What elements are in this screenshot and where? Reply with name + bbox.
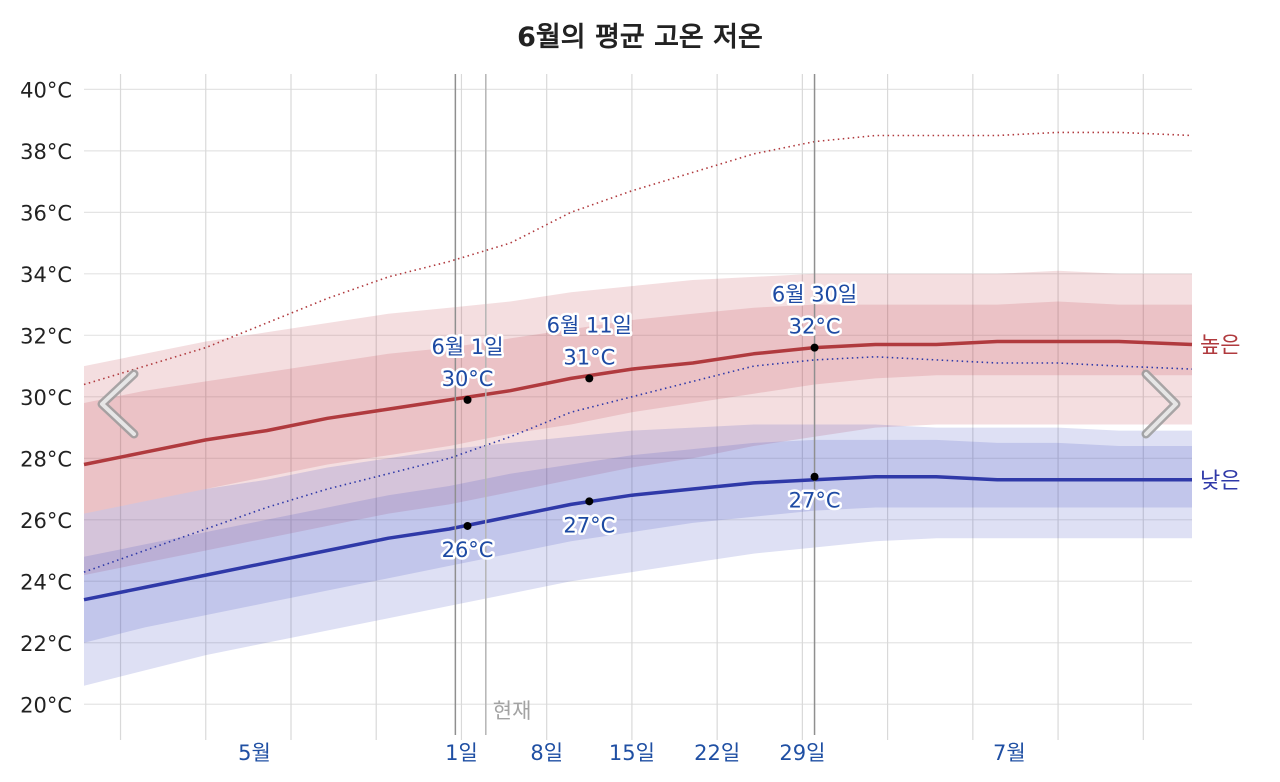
grid	[84, 74, 1192, 740]
mean-line	[83, 339, 1193, 467]
x-tick-label: 15일	[609, 741, 655, 765]
next-button[interactable]	[1141, 369, 1181, 439]
annotation-point	[585, 374, 594, 383]
annotation-date: 6월 30일	[772, 283, 857, 307]
x-tick-label: 1일	[445, 741, 478, 765]
prev-button[interactable]	[97, 369, 139, 439]
y-tick-label: 40°C	[20, 78, 72, 102]
x-tick-label: 7월	[993, 741, 1026, 765]
annotations: 6월 1일 30°C 6월 11일 31°C 6월 30일 32°C 26°C 27°C 27°…	[429, 280, 860, 564]
y-tick-label: 20°C	[20, 693, 72, 717]
mean-line	[83, 474, 1192, 602]
band-outer	[84, 424, 1192, 686]
y-tick-label: 24°C	[20, 570, 72, 594]
band-inner	[84, 301, 1192, 514]
now-label: 현재	[493, 699, 532, 723]
bands	[84, 270, 1192, 686]
annotation-point	[463, 521, 472, 530]
x-axis: 5월 1일 8일 15일 22일 29일 7월	[238, 741, 1026, 765]
annotation-value: 27°C	[563, 513, 615, 537]
y-tick-label: 38°C	[20, 140, 72, 164]
band-inner	[84, 439, 1192, 643]
annotation-point	[463, 395, 472, 404]
series-label: 낮은	[1200, 469, 1240, 494]
y-tick-label: 22°C	[20, 632, 72, 656]
annotation-value: 31°C	[563, 345, 615, 369]
y-tick-label: 32°C	[20, 324, 72, 348]
annotation-value: 30°C	[442, 367, 494, 391]
y-tick-label: 34°C	[20, 263, 72, 287]
x-tick-label: 5월	[238, 741, 271, 765]
series-lines	[83, 131, 1193, 602]
x-tick-label: 8일	[530, 741, 563, 765]
y-tick-label: 28°C	[20, 447, 72, 471]
annotation-date: 6월 11일	[547, 313, 632, 337]
annotation-point	[585, 497, 594, 506]
y-tick-label: 26°C	[20, 509, 72, 533]
annotation-point	[810, 343, 819, 352]
y-tick-label: 36°C	[20, 201, 72, 225]
x-tick-label: 29일	[779, 741, 825, 765]
annotation-value: 26°C	[442, 538, 494, 562]
band-outer	[84, 270, 1192, 576]
chart-title: 6월의 평균 고온 저온	[517, 22, 763, 53]
annotation-value: 27°C	[789, 489, 841, 513]
annotation-value: 32°C	[789, 315, 841, 339]
series-label: 높은	[1200, 334, 1240, 359]
annotation-date: 6월 1일	[432, 335, 504, 359]
y-tick-label: 30°C	[20, 386, 72, 410]
y-axis: 20°C 22°C 24°C 26°C 28°C 30°C 32°C 34°C 36°C 38°C…	[20, 78, 72, 717]
record-line	[83, 355, 1193, 573]
annotation-point	[810, 472, 819, 481]
x-tick-label: 22일	[694, 741, 740, 765]
vertical-markers: 현재	[454, 74, 816, 735]
